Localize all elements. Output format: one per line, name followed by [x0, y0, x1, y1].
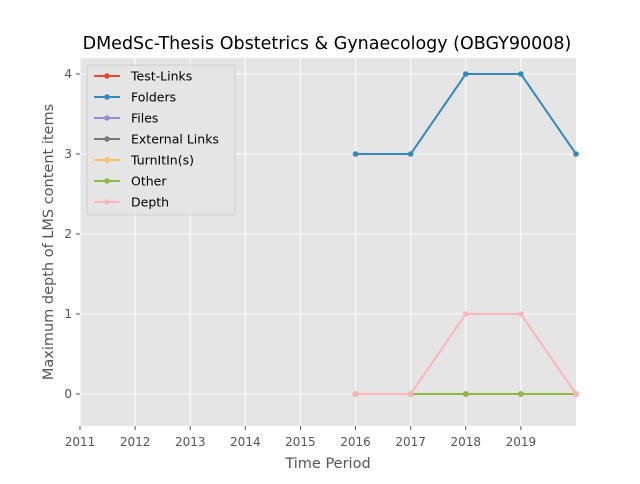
data-point [407, 151, 414, 157]
data-point [352, 391, 359, 397]
data-point [518, 71, 524, 77]
legend-label: TurnItIn(s) [130, 153, 194, 168]
x-tick-label: 2015 [285, 435, 316, 449]
data-point [462, 71, 469, 77]
legend-label: Files [131, 111, 158, 126]
legend-label: Folders [131, 90, 176, 105]
y-tick-label: 1 [64, 307, 72, 321]
data-point [462, 311, 469, 317]
x-tick-label: 2016 [340, 435, 371, 449]
legend-swatch-marker [104, 136, 110, 142]
legend-label: External Links [131, 132, 219, 147]
axis-ticks: 2011 2012 2013 2014 2015 2016 2017 2018 2019 0 1 2 3… [64, 67, 536, 449]
data-point [462, 391, 469, 397]
y-tick-label: 2 [64, 227, 72, 241]
data-point [518, 311, 524, 317]
legend-swatch-marker [104, 178, 110, 184]
series-depth [352, 311, 579, 397]
legend-swatch-marker [104, 73, 110, 79]
x-tick-label: 2011 [65, 435, 96, 449]
y-tick-label: 0 [64, 387, 72, 401]
legend-swatch-marker [104, 199, 110, 205]
x-tick-label: 2018 [451, 435, 482, 449]
series-layer [352, 71, 579, 397]
legend-label: Depth [131, 195, 169, 210]
series-folders [352, 71, 579, 157]
legend-label: Test-Links [130, 69, 192, 84]
legend-swatch-marker [104, 157, 110, 163]
legend-label: Other [131, 174, 167, 189]
x-tick-label: 2013 [175, 435, 206, 449]
y-axis-label: Maximum depth of LMS content items [41, 104, 57, 380]
data-point [407, 391, 414, 397]
data-point [352, 151, 359, 157]
data-point [573, 391, 579, 397]
x-tick-label: 2012 [120, 435, 151, 449]
legend-swatch-marker [104, 115, 110, 121]
data-point [573, 151, 579, 157]
legend-box [86, 64, 236, 216]
x-tick-label: 2014 [230, 435, 261, 449]
legend-swatch-marker [104, 94, 110, 100]
y-tick-label: 3 [64, 147, 72, 161]
x-tick-label: 2017 [395, 435, 426, 449]
legend: Test-Links Folders Files External Links Turn… [86, 64, 236, 216]
chart-title: DMedSc-Thesis Obstetrics & Gynaecology (… [83, 34, 572, 54]
x-tick-label: 2019 [506, 435, 537, 449]
y-tick-label: 4 [64, 67, 72, 81]
x-axis-label: Time Period [284, 456, 370, 472]
data-point [518, 391, 524, 397]
